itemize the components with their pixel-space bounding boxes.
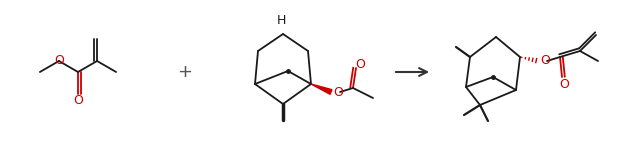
Text: O: O [559, 77, 569, 90]
Text: H: H [276, 14, 286, 26]
Text: O: O [355, 57, 365, 71]
Text: O: O [333, 86, 343, 98]
Polygon shape [311, 84, 332, 94]
Text: +: + [178, 63, 193, 81]
Text: O: O [540, 54, 550, 68]
Text: O: O [54, 54, 64, 68]
Text: O: O [73, 94, 83, 108]
